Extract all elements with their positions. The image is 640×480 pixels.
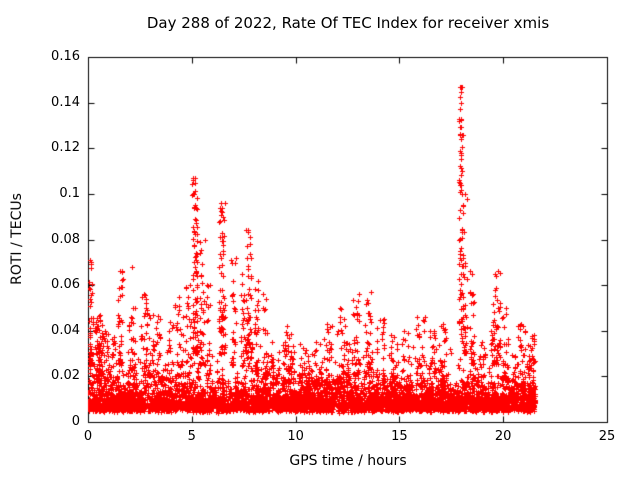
x-tick-label: 10: [287, 429, 304, 444]
y-tick-label: 0.08: [51, 231, 80, 247]
y-tick-label: 0.16: [51, 49, 80, 64]
x-axis-label: GPS time / hours: [289, 453, 407, 469]
y-tick-label: 0: [71, 414, 80, 429]
y-tick-label: 0.04: [51, 322, 80, 338]
x-tick-label: 25: [598, 429, 616, 444]
y-tick-label: 0.12: [51, 140, 80, 156]
x-tick-label: 15: [391, 429, 408, 444]
y-tick-label: 0.1: [59, 185, 80, 201]
x-tick-label: 20: [494, 429, 512, 444]
chart-title: Day 288 of 2022, Rate Of TEC Index for r…: [146, 14, 550, 32]
x-tick-label: 0: [83, 429, 93, 444]
y-tick-label: 0.06: [51, 277, 80, 293]
y-tick-label: 0.02: [51, 368, 80, 384]
x-tick-label: 5: [187, 429, 196, 444]
y-tick-label: 0.14: [51, 94, 80, 110]
